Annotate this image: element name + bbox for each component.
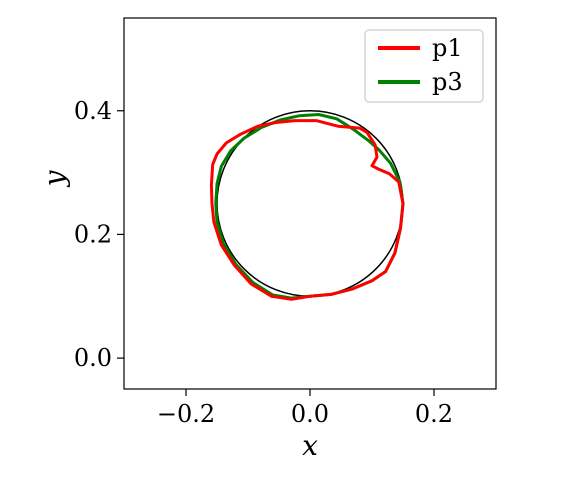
y-tick-label: 0.2 — [74, 220, 112, 248]
y-axis-label: y — [38, 169, 71, 188]
series-lines — [209, 110, 405, 301]
legend-label-p3: p3 — [432, 68, 463, 96]
legend-box — [364, 29, 484, 103]
legend-label-p1: p1 — [432, 34, 463, 62]
y-tick-label: 0.0 — [74, 344, 112, 372]
x-axis-label: x — [302, 429, 318, 462]
x-tick-label: −0.2 — [157, 400, 215, 428]
axis-ticks: −0.2 0.0 0.2 0.0 0.2 0.4 — [74, 97, 453, 428]
series-line-p1 — [209, 119, 405, 301]
x-tick-label: 0.2 — [415, 400, 453, 428]
y-tick-label: 0.4 — [74, 97, 112, 125]
x-tick-label: 0.0 — [291, 400, 329, 428]
